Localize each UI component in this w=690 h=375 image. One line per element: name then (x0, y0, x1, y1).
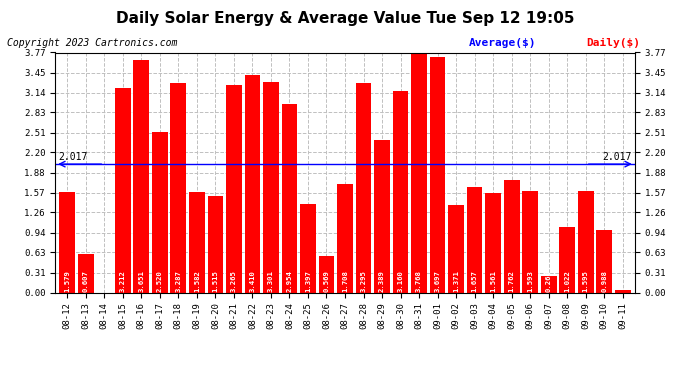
Text: Copyright 2023 Cartronics.com: Copyright 2023 Cartronics.com (7, 38, 177, 48)
Bar (560, 228, 575, 292)
Text: 2.017: 2.017 (58, 152, 88, 162)
Bar (355, 83, 371, 292)
Bar (448, 205, 464, 292)
Text: 1.022: 1.022 (564, 270, 570, 292)
Text: Average($): Average($) (469, 38, 537, 48)
Bar (411, 53, 427, 292)
Text: 1.561: 1.561 (490, 270, 496, 292)
Bar (430, 57, 446, 292)
Text: 1.397: 1.397 (305, 270, 311, 292)
Text: 3.287: 3.287 (175, 270, 181, 292)
Bar (115, 88, 130, 292)
Text: 2.389: 2.389 (379, 270, 385, 292)
Bar (522, 191, 538, 292)
Text: 0.263: 0.263 (546, 270, 552, 292)
Bar (466, 187, 482, 292)
Bar (226, 85, 242, 292)
Text: 3.410: 3.410 (249, 270, 255, 292)
Text: 1.595: 1.595 (583, 270, 589, 292)
Text: 2.520: 2.520 (157, 270, 163, 292)
Text: 2.017: 2.017 (602, 152, 632, 162)
Bar (244, 75, 260, 292)
Bar (300, 204, 316, 292)
Text: 1.593: 1.593 (527, 270, 533, 292)
Text: 1.582: 1.582 (194, 270, 200, 292)
Text: Daily Solar Energy & Average Value Tue Sep 12 19:05: Daily Solar Energy & Average Value Tue S… (116, 11, 574, 26)
Text: 3.265: 3.265 (231, 270, 237, 292)
Bar (337, 184, 353, 292)
Bar (319, 256, 335, 292)
Text: 1.762: 1.762 (509, 270, 515, 292)
Bar (615, 290, 631, 292)
Text: 1.708: 1.708 (342, 270, 348, 292)
Bar (59, 192, 75, 292)
Text: 2.954: 2.954 (286, 270, 293, 292)
Bar (504, 180, 520, 292)
Bar (263, 82, 279, 292)
Bar (189, 192, 205, 292)
Bar (578, 191, 593, 292)
Bar (78, 254, 94, 292)
Text: 3.768: 3.768 (416, 270, 422, 292)
Bar (374, 140, 390, 292)
Text: 3.651: 3.651 (138, 270, 144, 292)
Text: 0.569: 0.569 (324, 270, 330, 292)
Text: 3.301: 3.301 (268, 270, 274, 292)
Bar (596, 230, 612, 292)
Bar (170, 83, 186, 292)
Text: 0.988: 0.988 (601, 270, 607, 292)
Text: 3.697: 3.697 (435, 270, 441, 292)
Text: 3.212: 3.212 (120, 270, 126, 292)
Bar (393, 92, 408, 292)
Text: 0.607: 0.607 (83, 270, 89, 292)
Text: Daily($): Daily($) (586, 38, 640, 48)
Bar (282, 105, 297, 292)
Text: 1.657: 1.657 (472, 270, 477, 292)
Bar (541, 276, 557, 292)
Bar (485, 193, 501, 292)
Bar (152, 132, 168, 292)
Text: 1.579: 1.579 (64, 270, 70, 292)
Bar (208, 196, 224, 292)
Text: 3.295: 3.295 (360, 270, 366, 292)
Bar (133, 60, 149, 292)
Text: 1.371: 1.371 (453, 270, 459, 292)
Text: 1.515: 1.515 (213, 270, 218, 292)
Text: 3.160: 3.160 (397, 270, 404, 292)
